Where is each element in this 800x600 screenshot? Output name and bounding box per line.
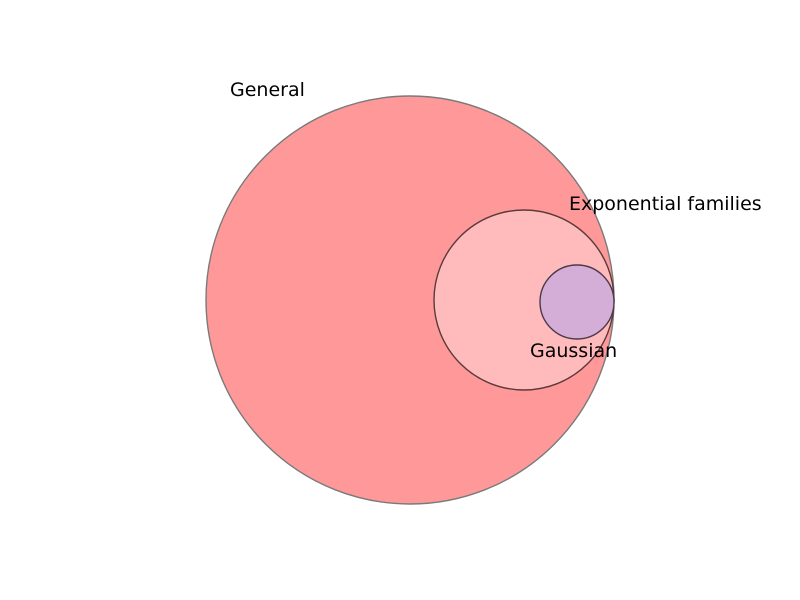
set-general-label: General <box>230 79 305 101</box>
set-exponential-families-label: Exponential families <box>569 193 762 215</box>
set-gaussian-label: Gaussian <box>530 340 617 362</box>
set-gaussian-circle <box>539 264 615 340</box>
